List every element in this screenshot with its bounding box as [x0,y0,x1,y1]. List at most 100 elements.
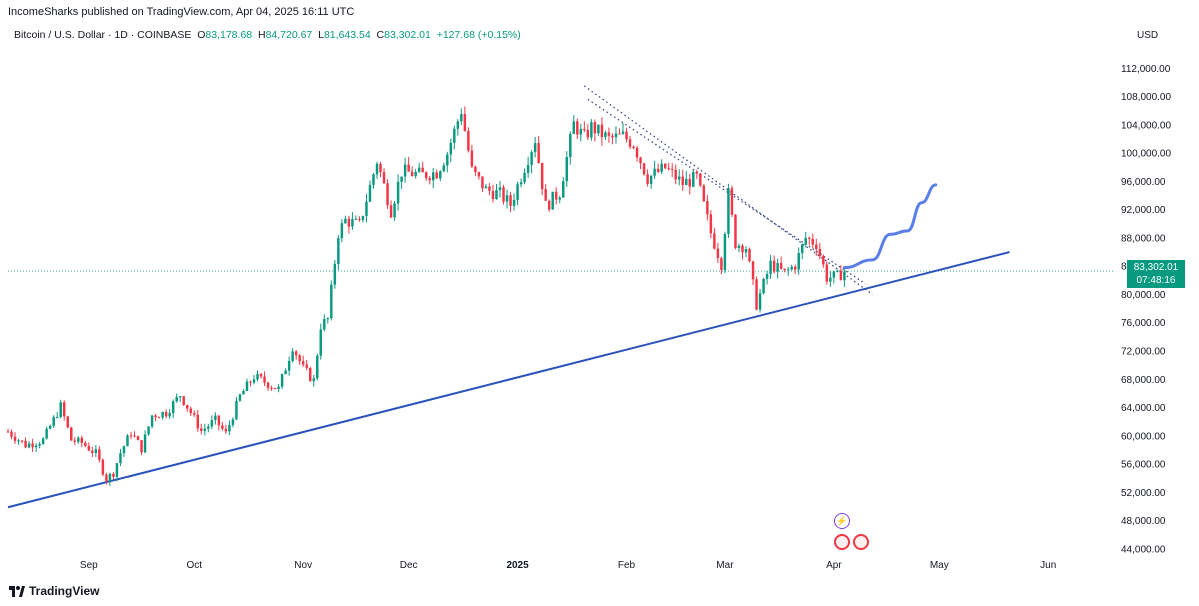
candle-body [709,214,713,234]
candle-body [396,181,400,204]
candle-body [52,417,55,427]
candle-body [428,178,431,181]
x-tick-label: 2025 [506,560,529,571]
x-tick-label: Dec [400,560,418,571]
candle-body [417,167,421,172]
x-tick-label: Jun [1040,560,1056,571]
candle-body [544,189,547,201]
candle-body [252,379,256,383]
candle-body [34,445,38,448]
candle-body [66,416,69,428]
candle-body [266,382,270,388]
candle-body [435,172,438,179]
candle-body [316,355,319,379]
candle-body [843,271,846,281]
candle-body [126,435,129,447]
candle-body [203,428,207,431]
us-flag-icon[interactable] [853,534,869,550]
candle-body [270,387,273,389]
chart-drawings [7,85,1115,509]
projection-path [842,183,938,270]
candle-body [439,171,442,179]
candle-body [628,139,632,147]
y-axis: 44,000.00 48,000.00 52,000.00 56,000.00 60,0… [1121,64,1171,556]
candle-body [382,172,386,184]
candle-body [122,446,126,454]
candle-body [815,244,818,250]
event-icon[interactable]: ⚡ [834,513,850,529]
candle-body [27,443,31,448]
candle-body [453,128,456,143]
candle-body [653,168,656,176]
candle-body [305,364,308,368]
candle-body [692,172,695,187]
candle-body [822,256,825,265]
candle-body [642,163,646,175]
candle-body [481,176,484,189]
candle-body [562,181,565,198]
candle-body [611,135,614,138]
candle-body [639,157,642,164]
candle-body [154,415,157,418]
candle-body [115,463,119,477]
candle-body [681,176,684,186]
candle-body [713,233,716,249]
candle-body [491,190,495,200]
candle-body [533,143,537,153]
candle-body [224,428,228,432]
x-tick-label: Mar [716,560,734,571]
high-value: 84,720.67 [265,29,313,41]
candle-body [333,263,337,285]
candle-body [10,431,13,437]
candle-body [414,171,417,177]
us-flag-icon[interactable] [834,534,850,550]
candle-body [421,167,424,173]
candle-body [516,184,519,200]
candle-body [530,152,533,166]
candle-body [38,443,41,446]
low-value: 81,643.54 [323,29,371,41]
x-tick-label: Nov [294,560,312,571]
candle-body [178,396,182,398]
candle-body [607,132,611,136]
candle-body [62,402,66,417]
candle-body [73,440,77,442]
tradingview-logo-icon [9,585,25,597]
candle-body [193,413,196,415]
candle-body [344,218,347,224]
candle-body [649,175,653,184]
candle-body [540,162,544,190]
y-tick-label: 76,000.00 [1121,318,1166,329]
candle-body [776,263,779,272]
candle-body [699,173,702,186]
candle-body [249,381,252,383]
candle-body [786,269,790,271]
candle-body [586,130,590,138]
candle-body [614,133,618,138]
candle-body [256,373,259,380]
candle-body [695,172,699,174]
candle-body [702,185,706,202]
candle-body [185,404,189,409]
candle-body [839,270,843,281]
change-value: +127.68 (+0.15%) [436,29,521,41]
candle-body [470,150,474,167]
candle-body [558,197,561,200]
candle-body [635,147,639,158]
candlesticks [6,106,846,486]
brand-name: TradingView [29,584,100,598]
candle-body [175,397,178,402]
candle-body [365,201,368,216]
candle-body [143,434,147,453]
candle-body [477,172,481,177]
candle-body [284,370,287,375]
candle-body [825,264,829,282]
candle-body [449,142,453,155]
candle-body [600,124,604,138]
candle-body [442,165,446,172]
candle-body [133,435,136,437]
candle-body [161,411,164,418]
candle-body [734,214,737,248]
candle-body [618,133,621,135]
